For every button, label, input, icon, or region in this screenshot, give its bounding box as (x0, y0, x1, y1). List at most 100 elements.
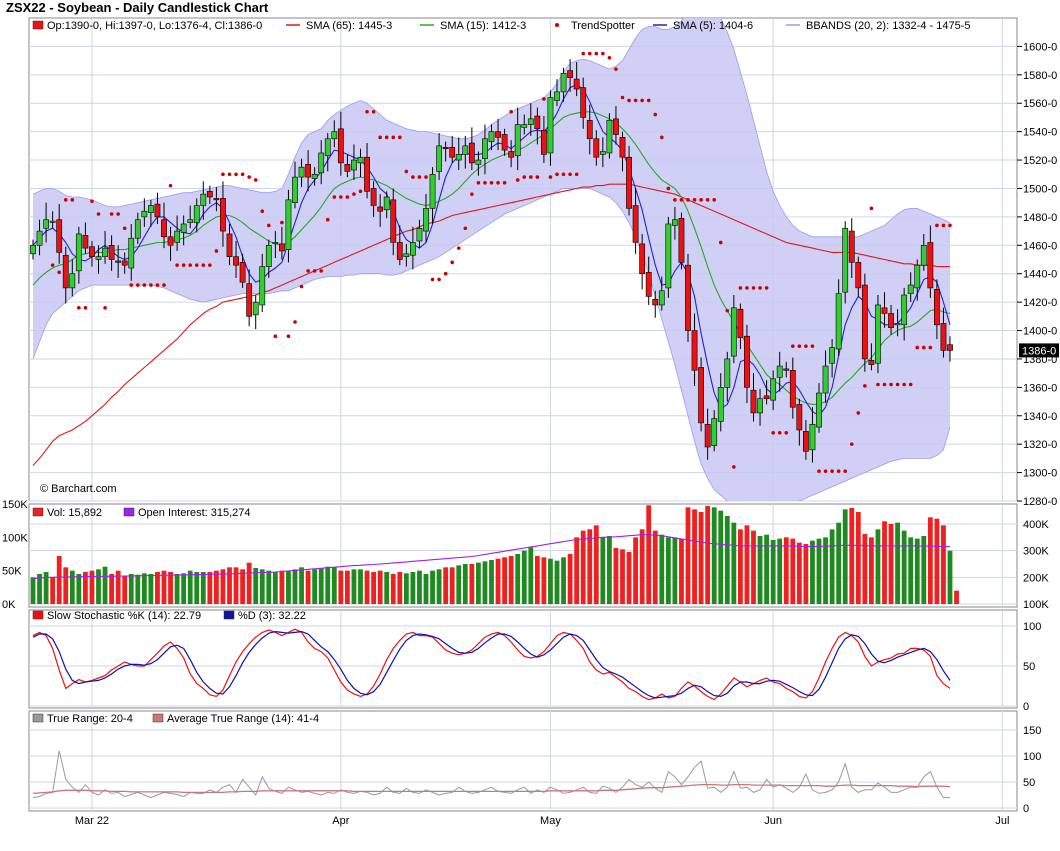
trendspotter-dot (234, 172, 238, 177)
trendspotter-dot (96, 212, 101, 216)
candle-up (95, 256, 102, 260)
trendspotter-dot (312, 269, 317, 273)
price-tick-label: 1580-0 (1023, 70, 1057, 82)
volume-bar (829, 529, 835, 604)
trendspotter-dot (247, 175, 251, 179)
volume-bar (76, 574, 82, 604)
candle-down (704, 423, 711, 448)
trendspotter-dot (882, 382, 887, 387)
candle-down (573, 78, 580, 90)
trendspotter-dot (430, 277, 435, 282)
oi-tick-label: 100K (1023, 599, 1049, 611)
candle-down (442, 146, 449, 149)
volume-bar (253, 568, 259, 604)
trendspotter-dot (345, 195, 350, 199)
volume-bar (174, 574, 180, 604)
candle-down (246, 283, 253, 317)
legend-swatch (152, 713, 164, 723)
volume-bar (757, 536, 763, 604)
legends: Op:1390-0, Hi:1397-0, Lo:1376-4, Cl:1386… (32, 20, 970, 725)
trendspotter-dot (666, 186, 671, 191)
trendspotter-dot (555, 172, 559, 177)
volume-bar (842, 509, 848, 604)
trendspotter-dot (764, 286, 769, 290)
trendspotter-dot (188, 263, 192, 267)
price-tick-label: 1420-0 (1023, 297, 1057, 309)
volume-bar (672, 537, 678, 604)
candle-down (508, 151, 515, 158)
oi-tick-label: 200K (1023, 572, 1049, 584)
trendspotter-dot (502, 180, 507, 185)
trendspotter-dot (411, 175, 415, 179)
true-range-lines (32, 750, 951, 799)
candle-up (606, 119, 613, 154)
legend-text: SMA (65): 1445-3 (306, 20, 392, 32)
trendspotter-dot (299, 284, 304, 289)
trendspotter-dot (260, 209, 265, 213)
candle-up (822, 365, 829, 394)
trendspotter-dot (856, 411, 861, 415)
volume-bar (168, 572, 173, 604)
trendspotter-dot (371, 109, 376, 114)
candle-up (193, 205, 200, 223)
trendspotter-dot (267, 223, 271, 228)
trendspotter-dot (129, 283, 134, 287)
volume-bar (908, 537, 914, 604)
volume-bar (862, 534, 868, 604)
candle-up (298, 166, 305, 178)
volume-bar (633, 537, 638, 604)
volume-bar (587, 529, 593, 604)
volume-bar (639, 529, 645, 604)
candle-down (881, 307, 888, 314)
trendspotter-dot (561, 172, 566, 177)
volume-bar (345, 570, 350, 604)
volume-bar (89, 570, 95, 604)
trendspotter-dot (280, 220, 284, 225)
volume-bar (476, 562, 481, 604)
volume-bar (698, 512, 704, 604)
bbands-lower-line (32, 188, 951, 501)
trendspotter-dot (601, 51, 605, 56)
candle-up (776, 365, 783, 378)
volume-bar (489, 560, 494, 604)
volume-bar (679, 538, 684, 604)
volume-bar (377, 570, 383, 604)
candle-down (933, 289, 940, 326)
volume-bar (312, 569, 318, 604)
volume-bar (495, 558, 501, 604)
candle-up (351, 159, 357, 171)
candle-down (855, 262, 862, 289)
volume-bar (423, 574, 429, 604)
stochastic-d-line (32, 630, 951, 699)
trendspotter-dot (286, 334, 291, 339)
price-tick-label: 1480-0 (1023, 212, 1057, 224)
trendspotter-dot (751, 286, 756, 290)
candle-down (737, 308, 744, 338)
candle-up (141, 210, 148, 218)
trendspotter-dot (476, 180, 481, 185)
candle-up (265, 244, 272, 267)
candle-down (789, 370, 796, 408)
candle-up (514, 124, 521, 157)
volume-bar (816, 538, 822, 604)
open-interest-line (32, 534, 951, 580)
trendspotter-dot (849, 442, 854, 446)
legend-swatch (32, 507, 44, 517)
candle-down (226, 233, 233, 257)
volume-bar (620, 549, 625, 604)
volume-bar (574, 537, 580, 604)
volume-bar (790, 538, 796, 604)
trendspotter-dot (253, 178, 258, 182)
legend-text: Op:1390-0, Hi:1397-0, Lo:1376-4, Cl:1386… (47, 20, 262, 32)
trendspotter-dot (194, 263, 199, 267)
volume-bar (534, 556, 540, 604)
candle-down (213, 198, 220, 201)
volume-bar (927, 517, 933, 604)
trendspotter-dot (424, 175, 428, 179)
volume-bar (456, 565, 462, 604)
volume-bar (502, 557, 507, 604)
candle-up (36, 230, 43, 246)
candle-up (272, 242, 279, 244)
volume-bar (751, 530, 756, 604)
